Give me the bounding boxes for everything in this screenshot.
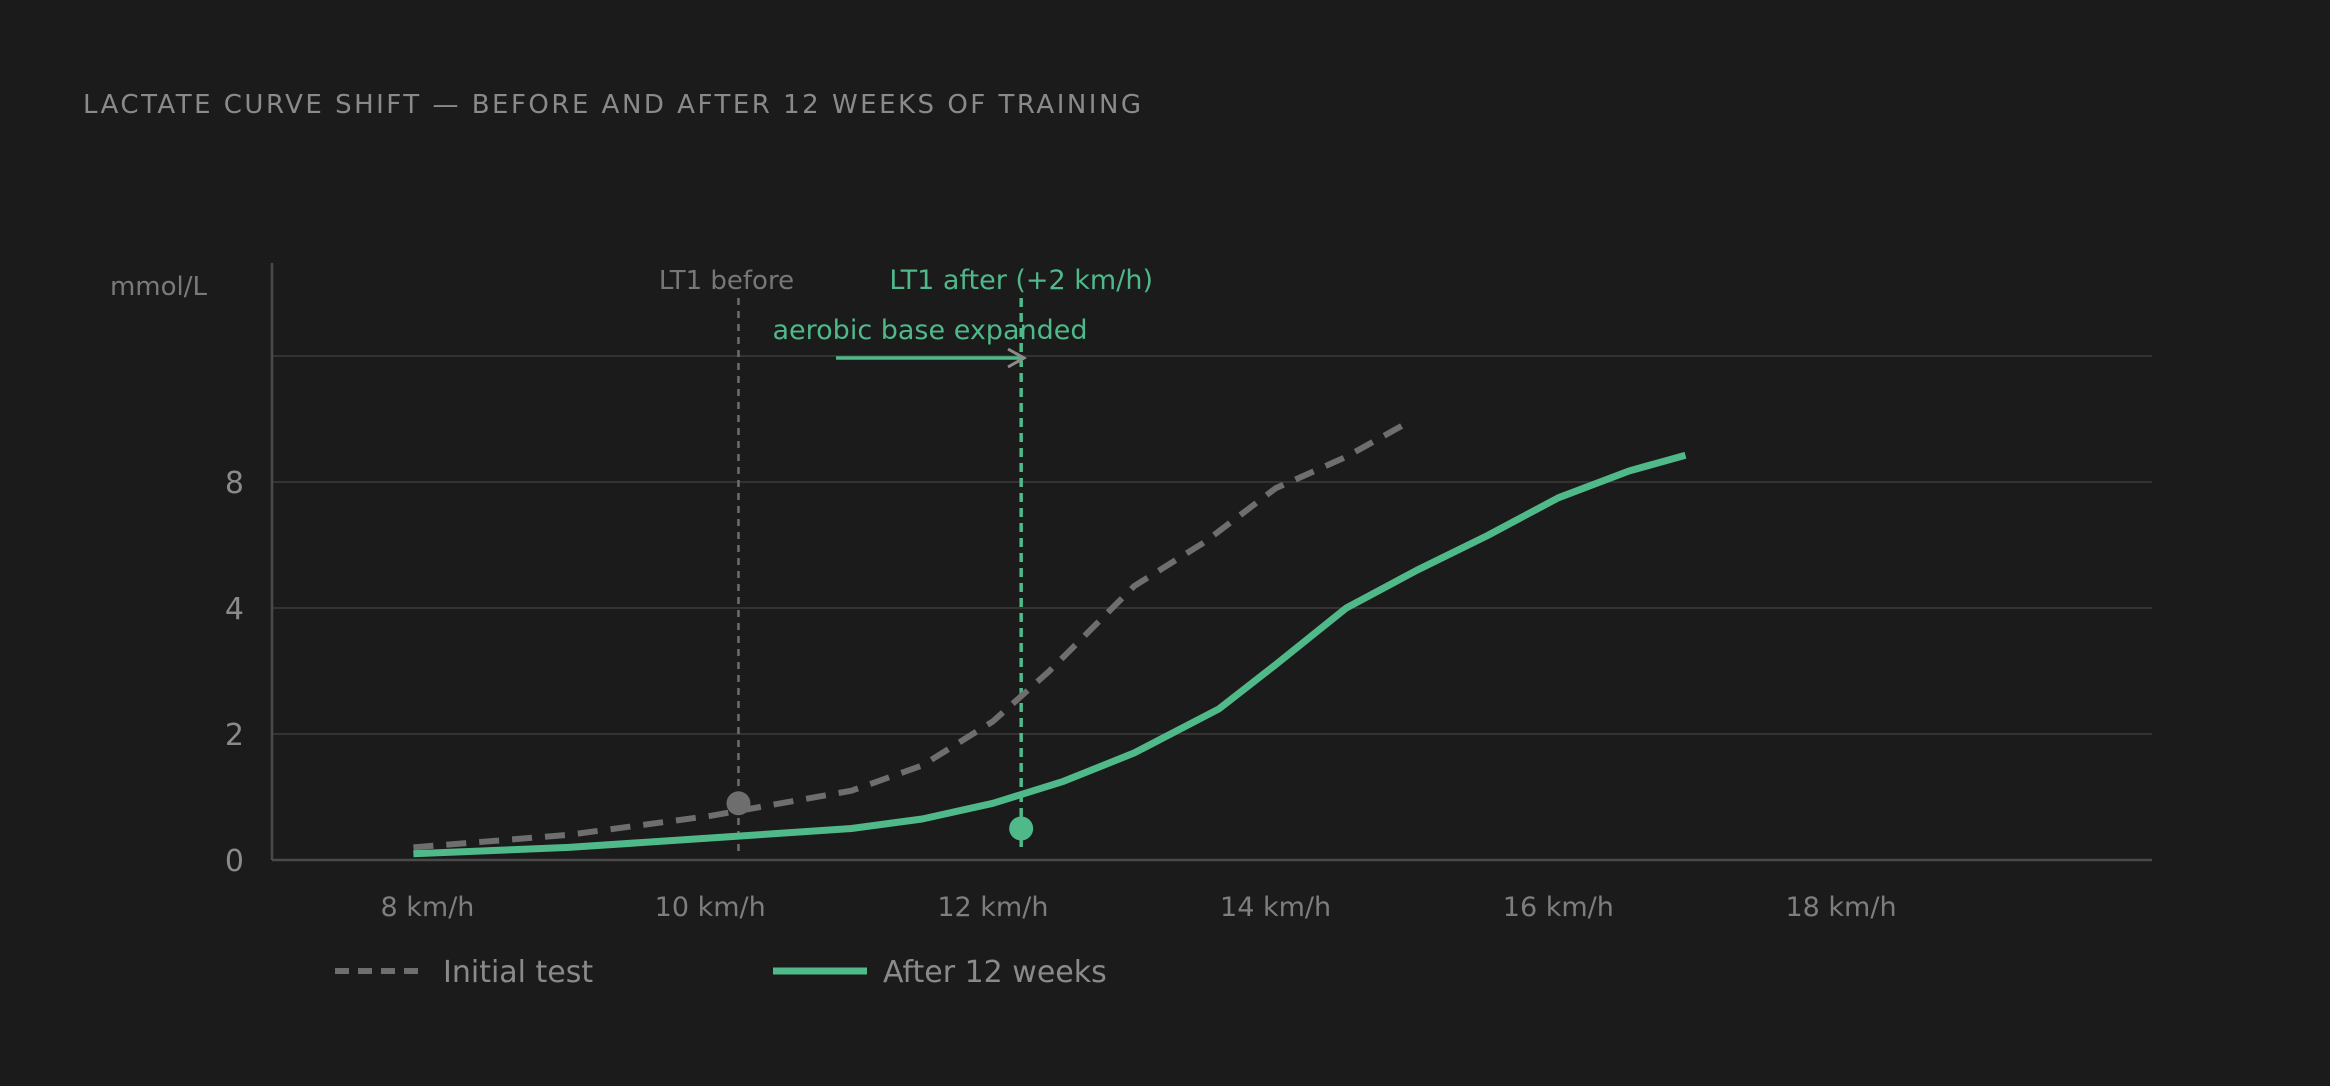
x-tick-label: 10 km/h (655, 892, 766, 923)
y-tick-label: 8 (225, 466, 244, 501)
series-lines (413, 422, 1687, 858)
chart-title: LACTATE CURVE SHIFT — BEFORE AND AFTER 1… (83, 90, 1144, 120)
x-tick-label: 18 km/h (1785, 892, 1896, 923)
y-axis-unit-label: mmol/L (110, 272, 208, 302)
y-tick-label: 4 (225, 592, 244, 627)
shift-annotation-label: aerobic base expanded (773, 315, 1088, 346)
lt1-before-label: LT1 before (659, 266, 794, 296)
threshold-markers (737, 298, 1028, 852)
y-tick-label: 2 (225, 718, 244, 753)
tick-labels: 0 2 4 8 mmol/L 8 km/h 10 km/h 12 km/h 14 km/h 16 … (110, 265, 1897, 923)
lt1-after-point (1009, 816, 1034, 841)
series-after-12-weeks-line (413, 451, 1687, 858)
x-tick-label: 14 km/h (1220, 892, 1331, 923)
series-initial-test-line (413, 422, 1405, 851)
legend-label-initial-test: Initial test (443, 955, 593, 990)
legend-label-after-12-weeks: After 12 weeks (883, 955, 1107, 990)
y-tick-label: 0 (225, 844, 244, 879)
shift-arrow-head (1007, 347, 1028, 369)
axes (270, 263, 2152, 862)
x-tick-label: 12 km/h (937, 892, 1048, 923)
legend: Initial test After 12 weeks (335, 955, 1107, 990)
lt1-before-point (726, 791, 751, 816)
x-tick-label: 16 km/h (1503, 892, 1614, 923)
x-tick-label: 8 km/h (381, 892, 475, 923)
grid-lines (272, 355, 2152, 735)
lt1-after-label: LT1 after (+2 km/h) (889, 265, 1153, 296)
